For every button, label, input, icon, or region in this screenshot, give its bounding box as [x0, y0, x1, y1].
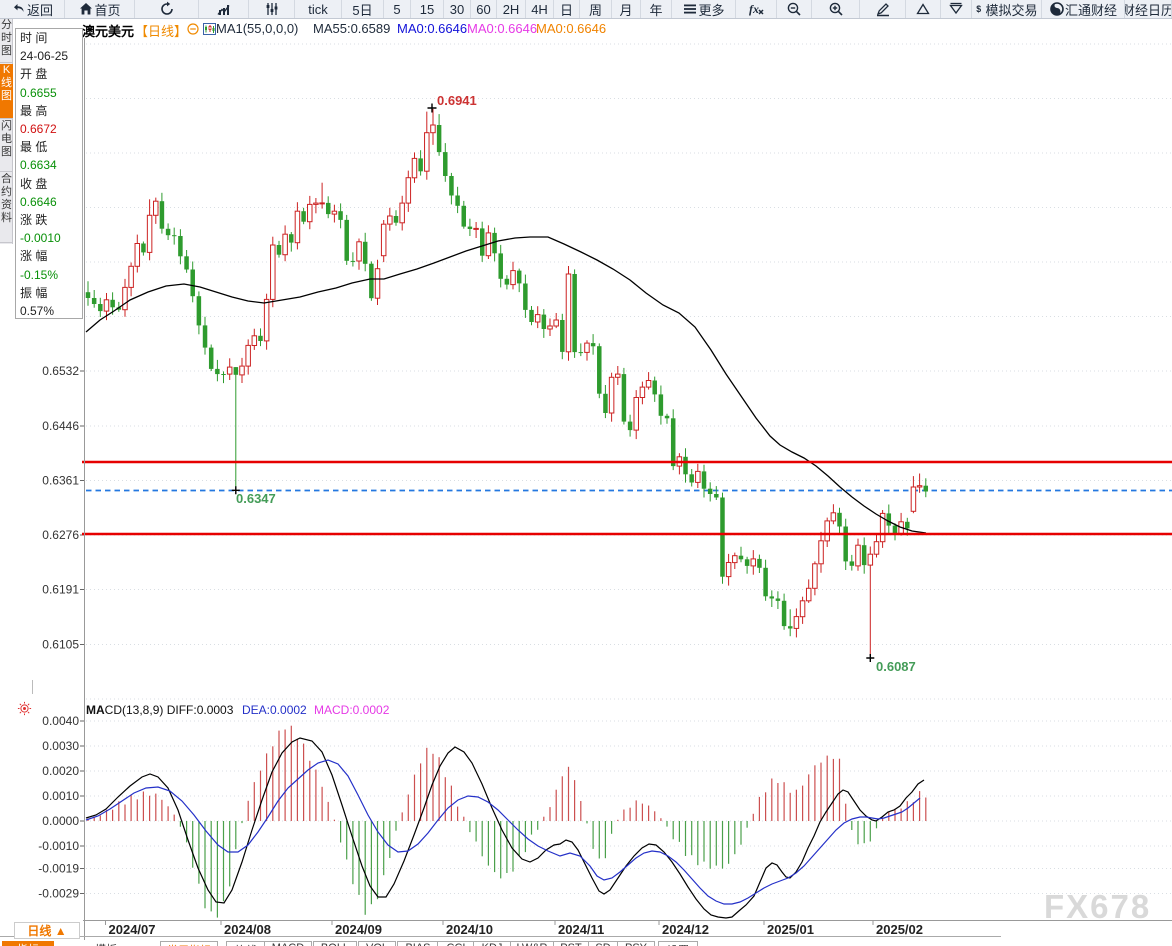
svg-text:-0.0019: -0.0019	[38, 862, 79, 876]
svg-text:0.6941: 0.6941	[437, 93, 477, 108]
svg-text:2024/08: 2024/08	[224, 922, 271, 937]
svg-text:0.6276: 0.6276	[42, 528, 79, 542]
svg-text:2024/10: 2024/10	[446, 922, 493, 937]
svg-text:DEA:0.0002: DEA:0.0002	[242, 703, 307, 717]
svg-text:MACD(13,8,9) DIFF:0.0003: MACD(13,8,9) DIFF:0.0003	[86, 703, 234, 717]
svg-text:2025/01: 2025/01	[767, 922, 814, 937]
svg-text:0.6446: 0.6446	[42, 419, 79, 433]
svg-text:FX678: FX678	[1044, 888, 1151, 925]
svg-text:fx: fx	[749, 2, 759, 16]
svg-text:2024/09: 2024/09	[335, 922, 382, 937]
svg-text:0.0030: 0.0030	[42, 739, 79, 753]
svg-text:-0.0029: -0.0029	[38, 887, 79, 901]
svg-text:0.6087: 0.6087	[876, 659, 916, 674]
svg-text:2024/11: 2024/11	[558, 922, 604, 937]
svg-text:2024/12: 2024/12	[662, 922, 709, 937]
svg-text:0.6191: 0.6191	[42, 583, 79, 597]
svg-text:0.0000: 0.0000	[42, 814, 79, 828]
svg-text:-0.0010: -0.0010	[38, 839, 79, 853]
svg-text:$: $	[977, 4, 982, 14]
svg-text:0.6105: 0.6105	[42, 638, 79, 652]
svg-text:0.6347: 0.6347	[236, 491, 276, 506]
svg-text:0.0010: 0.0010	[42, 789, 79, 803]
svg-text:0.0020: 0.0020	[42, 764, 79, 778]
svg-text:MACD:0.0002: MACD:0.0002	[314, 703, 390, 717]
svg-text:0.6532: 0.6532	[42, 364, 79, 378]
svg-text:0.6361: 0.6361	[42, 474, 79, 488]
svg-text:2025/02: 2025/02	[876, 922, 923, 937]
svg-text:2024/07: 2024/07	[109, 922, 156, 937]
svg-text:0.0040: 0.0040	[42, 714, 79, 728]
